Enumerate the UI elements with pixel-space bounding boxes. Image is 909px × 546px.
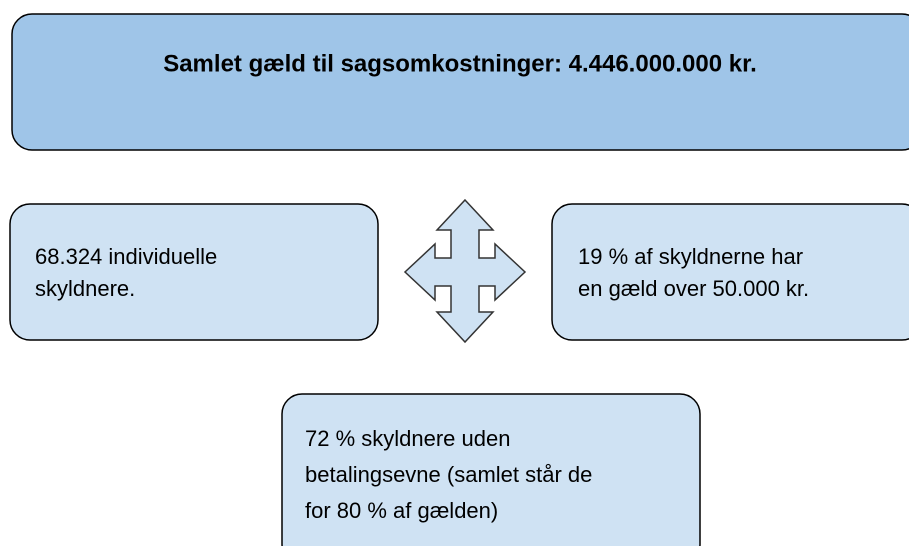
box	[551, 203, 909, 341]
title-box	[11, 13, 909, 151]
box-text-line: for 80 % af gælden)	[305, 498, 498, 523]
box-text-line: 68.324 individuelle	[35, 244, 217, 269]
box	[281, 393, 701, 546]
title: Samlet gæld til sagsomkostninger: 4.446.…	[163, 50, 757, 77]
box	[9, 203, 379, 341]
box-text-line: 72 % skyldnere uden	[305, 426, 510, 451]
box-text-line: en gæld over 50.000 kr.	[578, 276, 809, 301]
box-text-line: skyldnere.	[35, 276, 135, 301]
four-way-arrow	[403, 198, 527, 344]
box-text-line: betalingsevne (samlet står de	[305, 462, 592, 487]
box-texts: 68.324 individuelle skyldnere. 19 % af sky…	[35, 244, 809, 523]
box-text-line: 19 % af skyldnerne har	[578, 244, 803, 269]
